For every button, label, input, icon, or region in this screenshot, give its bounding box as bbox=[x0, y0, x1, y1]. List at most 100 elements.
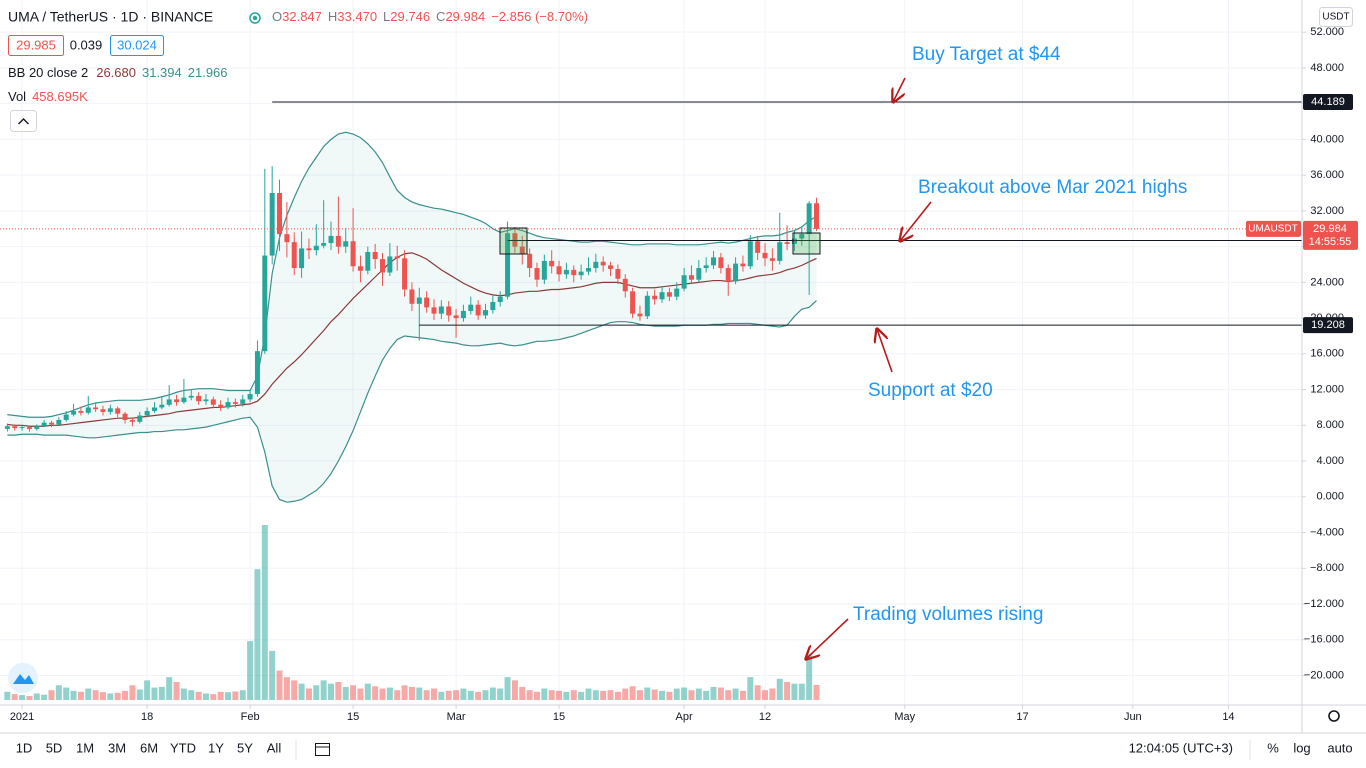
band-fill bbox=[7, 132, 817, 503]
volume-bar bbox=[578, 691, 585, 700]
range-button[interactable]: All bbox=[267, 740, 282, 755]
volume-bar bbox=[482, 690, 489, 700]
annotation: Breakout above Mar 2021 highs bbox=[918, 177, 1187, 198]
y-tick-label: 48.000 bbox=[1310, 62, 1344, 74]
candle-body bbox=[438, 306, 444, 314]
volume-bar bbox=[350, 685, 357, 700]
volume-bar bbox=[533, 691, 540, 700]
volume-bar bbox=[673, 688, 680, 700]
calendar-icon[interactable] bbox=[315, 743, 330, 756]
volume-bar bbox=[438, 691, 445, 700]
volume-bar bbox=[644, 687, 651, 700]
volume-bar bbox=[784, 682, 791, 700]
candle-body bbox=[600, 261, 606, 266]
candle-body bbox=[122, 413, 128, 420]
scale-mode[interactable]: auto bbox=[1327, 740, 1352, 755]
candle-body bbox=[747, 241, 753, 267]
candle-body bbox=[174, 399, 180, 403]
candle-body bbox=[475, 304, 481, 316]
settings-icon[interactable] bbox=[1328, 710, 1340, 722]
chevron-icon bbox=[18, 118, 29, 125]
volume-bar bbox=[99, 692, 106, 700]
range-button[interactable]: 1D bbox=[16, 740, 33, 755]
range-button[interactable]: 6M bbox=[140, 740, 158, 755]
bid-box[interactable] bbox=[8, 35, 64, 56]
scale-mode[interactable]: log bbox=[1293, 740, 1310, 755]
ohlc-key: O bbox=[272, 9, 282, 24]
symbol-title: UMA / TetherUS · 1D · BINANCE bbox=[8, 9, 213, 25]
volume-bar bbox=[41, 694, 48, 700]
volume-value: 458.695K bbox=[32, 89, 88, 104]
volume-bar bbox=[556, 690, 563, 700]
volume-bar bbox=[158, 686, 165, 700]
volume-bar bbox=[541, 688, 548, 700]
candle-body bbox=[335, 235, 341, 247]
volume-bar bbox=[754, 685, 761, 700]
annotation: Trading volumes rising bbox=[853, 604, 1043, 625]
volume-bar bbox=[305, 688, 312, 700]
volume-bar bbox=[33, 693, 40, 700]
candle-body bbox=[644, 295, 650, 317]
currency-box[interactable] bbox=[1319, 7, 1353, 27]
annotations: Buy Target at $44 Breakout above Mar 2021… bbox=[853, 44, 1187, 625]
range-button[interactable]: 5Y bbox=[237, 740, 253, 755]
volume-bar bbox=[401, 685, 408, 700]
x-tick-label: Feb bbox=[241, 711, 260, 723]
bid[interactable]: 29.985 bbox=[16, 37, 56, 52]
volume-bar bbox=[364, 683, 371, 700]
indicator-name: BB 20 close 2 bbox=[8, 65, 88, 80]
volume-bar bbox=[776, 678, 783, 700]
volume-bar bbox=[335, 682, 342, 700]
ask-box[interactable] bbox=[110, 35, 164, 56]
volume-bar bbox=[92, 690, 99, 700]
logo-icon bbox=[13, 674, 34, 684]
currency[interactable]: USDT bbox=[1322, 12, 1349, 23]
candle-body bbox=[107, 408, 113, 412]
volume-bar bbox=[11, 694, 18, 700]
range-button[interactable]: YTD bbox=[170, 740, 196, 755]
volume-bar bbox=[813, 684, 820, 700]
volume-bar bbox=[519, 686, 526, 700]
volume-bar bbox=[107, 693, 114, 700]
candle-body bbox=[100, 409, 106, 412]
candle-body bbox=[85, 407, 91, 413]
volume-bar bbox=[386, 687, 393, 700]
range-button[interactable]: 1M bbox=[76, 740, 94, 755]
candle-body bbox=[151, 407, 157, 412]
range-button[interactable]: 3M bbox=[108, 740, 126, 755]
candle-body bbox=[269, 193, 275, 256]
candle-body bbox=[63, 414, 69, 420]
candle-body bbox=[696, 268, 702, 280]
volume-bar bbox=[247, 641, 254, 700]
volume-bar bbox=[762, 690, 769, 700]
volume-bar bbox=[372, 686, 379, 700]
range-button[interactable]: 5D bbox=[46, 740, 63, 755]
candle-body bbox=[541, 260, 547, 280]
volume-label: Vol bbox=[8, 89, 26, 104]
candle-body bbox=[630, 291, 636, 314]
x-tick-label: 12 bbox=[759, 711, 771, 723]
volume-bar bbox=[489, 687, 496, 700]
candle-body bbox=[453, 315, 459, 319]
candle-body bbox=[357, 266, 363, 271]
volume-bar bbox=[408, 686, 415, 700]
candle-body bbox=[409, 289, 415, 304]
axes: 52.00048.00044.00040.00036.00032.00028.0… bbox=[10, 26, 1344, 723]
volume-bar bbox=[26, 696, 33, 700]
ask[interactable]: 30.024 bbox=[117, 37, 157, 52]
status-dot bbox=[249, 12, 261, 24]
candle-body bbox=[777, 242, 783, 261]
x-tick-label: 17 bbox=[1016, 711, 1028, 723]
y-tick-label: −20.000 bbox=[1304, 669, 1344, 681]
range-button[interactable]: 1Y bbox=[208, 740, 224, 755]
volume-bar bbox=[526, 690, 533, 700]
time-axis-bg bbox=[0, 705, 1366, 733]
collapse-button[interactable] bbox=[10, 110, 37, 132]
candle-body bbox=[225, 402, 231, 408]
candle-body bbox=[402, 258, 408, 290]
arrow bbox=[900, 201, 932, 241]
x-tick-label: 18 bbox=[141, 711, 153, 723]
scale-mode[interactable]: % bbox=[1267, 740, 1279, 755]
volume-bar bbox=[445, 690, 452, 700]
